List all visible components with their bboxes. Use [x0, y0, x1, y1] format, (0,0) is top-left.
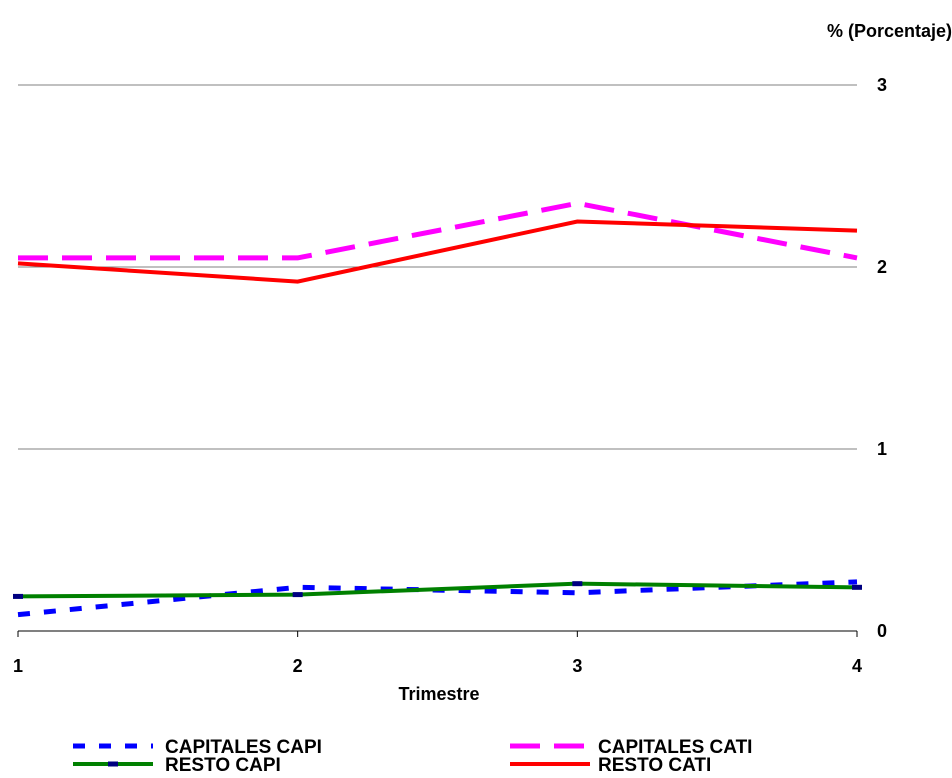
x-axis-title: Trimestre	[398, 684, 479, 704]
unit-label: % (Porcentaje)	[827, 21, 952, 41]
legend-label-capitales-cati: CAPITALES CATI	[598, 737, 752, 758]
series-lines	[13, 200, 862, 618]
legend-label-capitales-capi: CAPITALES CAPI	[165, 737, 322, 758]
y-tick-label-2: 2	[877, 257, 887, 277]
y-tick-label-0: 0	[877, 621, 887, 641]
legend: CAPITALES CAPI CAPITALES CATI RESTO CAPI RE…	[73, 737, 752, 776]
x-tick-label-3: 3	[572, 656, 582, 676]
y-tick-label-1: 1	[877, 439, 887, 459]
y-tick-label-3: 3	[877, 75, 887, 95]
x-tick-label-1: 1	[13, 656, 23, 676]
gridlines	[18, 84, 857, 450]
x-tick-label-4: 4	[852, 656, 862, 676]
axes	[17, 630, 858, 637]
x-tick-label-2: 2	[293, 656, 303, 676]
legend-marker	[108, 761, 118, 767]
series-line-resto-cati	[17, 219, 858, 284]
y-tick-labels: 0 1 2 3	[877, 75, 887, 641]
point-marker	[292, 592, 303, 598]
point-marker	[13, 593, 23, 599]
series-line-resto-capi	[17, 581, 858, 599]
point-marker	[572, 581, 583, 587]
x-tick-labels: 1 2 3 4	[13, 656, 862, 676]
point-marker	[852, 584, 862, 590]
series-line-capitales-cati	[18, 200, 858, 261]
legend-label-resto-capi: RESTO CAPI	[165, 755, 281, 776]
legend-label-resto-cati: RESTO CATI	[598, 755, 711, 776]
